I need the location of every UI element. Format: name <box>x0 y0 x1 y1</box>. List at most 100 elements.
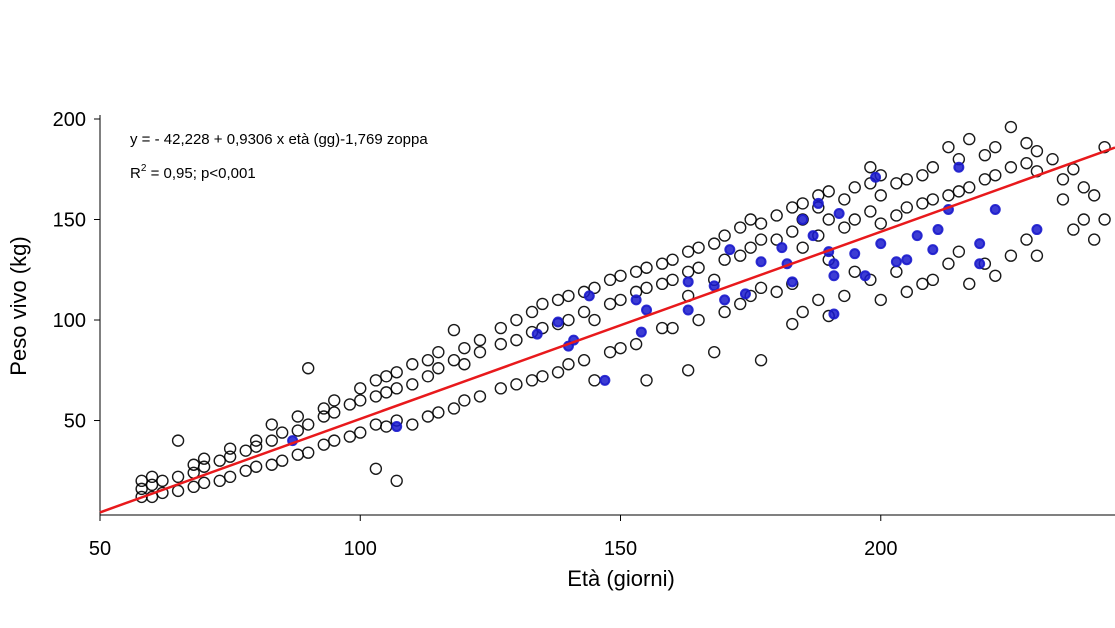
scatter-point <box>978 148 992 162</box>
scatter-point <box>473 333 487 347</box>
scatter-point <box>655 321 669 335</box>
scatter-point <box>719 294 731 306</box>
scatter-point <box>603 297 617 311</box>
scatter-point <box>655 257 669 270</box>
scatter-point <box>754 217 768 230</box>
scatter-point <box>494 337 507 351</box>
scatter-point <box>641 304 653 316</box>
scatter-point <box>391 421 403 433</box>
scatter-point <box>473 390 487 403</box>
scatter-point <box>380 386 393 399</box>
scatter-point <box>145 470 159 484</box>
scatter-point <box>822 213 835 226</box>
scatter-point <box>989 169 1002 182</box>
scatter-point <box>406 358 419 371</box>
scatter-point <box>171 470 185 484</box>
scatter-point <box>531 328 543 340</box>
scatter-point <box>187 480 200 494</box>
scatter-point <box>828 270 840 282</box>
scatter-point <box>473 345 487 359</box>
scatter-point <box>135 482 148 496</box>
scatter-point <box>369 390 383 403</box>
scatter-point <box>666 253 679 266</box>
fit-line <box>99 146 1115 514</box>
scatter-point <box>1098 213 1111 226</box>
scatter-point <box>666 273 679 287</box>
scatter-point <box>629 337 643 351</box>
scatter-point <box>796 197 809 210</box>
scatter-point <box>390 366 403 379</box>
scatter-point <box>603 345 617 359</box>
scatter-point <box>963 277 976 291</box>
y-tick-label: 50 <box>64 411 86 433</box>
scatter-point <box>952 245 966 258</box>
scatter-point <box>874 189 887 202</box>
x-tick-label: 200 <box>864 538 897 560</box>
scatter-point <box>682 276 694 288</box>
scatter-point <box>942 189 955 202</box>
scatter-point <box>249 434 263 447</box>
scatter-point <box>1056 173 1070 186</box>
r-squared: R2 = 0,95; p<0,001 <box>130 163 256 182</box>
scatter-point <box>406 378 419 391</box>
scatter-point <box>640 261 653 274</box>
scatter-point <box>390 382 403 395</box>
r2-prefix: R <box>130 165 141 182</box>
scatter-point <box>302 446 315 459</box>
scatter-point <box>692 261 705 274</box>
scatter-point <box>380 420 393 433</box>
scatter-point <box>1046 153 1059 166</box>
scatter-point <box>265 434 278 447</box>
scatter-point <box>864 205 877 218</box>
scatter-point <box>328 434 341 447</box>
scatter-point <box>635 326 647 338</box>
scatter-point <box>932 224 944 236</box>
scatter-point <box>369 374 383 387</box>
scatter-point <box>1004 161 1018 174</box>
x-tick-label: 50 <box>89 538 111 560</box>
scatter-point <box>1077 181 1090 194</box>
scatter-point <box>421 410 435 423</box>
scatter-point <box>916 197 929 210</box>
scatter-point <box>926 273 940 287</box>
scatter-point <box>577 305 591 319</box>
scatter-point <box>536 297 549 311</box>
scatter-point <box>963 181 976 194</box>
scatter-point <box>249 440 263 453</box>
scatter-point <box>369 418 383 431</box>
y-tick-label: 200 <box>53 109 86 131</box>
scatter-point <box>1030 249 1044 262</box>
scatter-point <box>718 253 731 266</box>
scatter-point <box>354 394 367 407</box>
scatter-point <box>239 464 252 477</box>
scatter-point <box>1020 136 1033 150</box>
scatter-point <box>525 305 539 319</box>
scatter-point <box>744 213 757 226</box>
scatter-point <box>822 185 835 198</box>
scatter-point <box>874 293 887 307</box>
scatter-point <box>681 364 695 377</box>
scatter-point <box>197 476 211 490</box>
scatter-point <box>510 333 523 347</box>
scatter-point <box>354 426 367 439</box>
scatter-point <box>343 430 357 443</box>
scatter-point <box>776 242 788 254</box>
scatter-point <box>630 294 642 306</box>
scatter-point <box>1067 223 1080 236</box>
scatter-point <box>833 207 845 219</box>
scatter-point <box>953 161 965 173</box>
scatter-point <box>812 197 824 209</box>
scatter-point <box>510 378 523 391</box>
scatter-point <box>890 177 903 190</box>
scatter-point <box>901 254 913 266</box>
scatter-point <box>870 171 882 183</box>
scatter-point <box>291 448 304 461</box>
scatter-point <box>724 244 736 256</box>
scatter-point <box>916 277 929 291</box>
scatter-point <box>1067 163 1080 176</box>
x-axis-title: Età (giorni) <box>567 566 675 591</box>
scatter-point <box>354 382 367 395</box>
scatter-point <box>223 442 237 455</box>
scatter-point <box>588 281 601 295</box>
